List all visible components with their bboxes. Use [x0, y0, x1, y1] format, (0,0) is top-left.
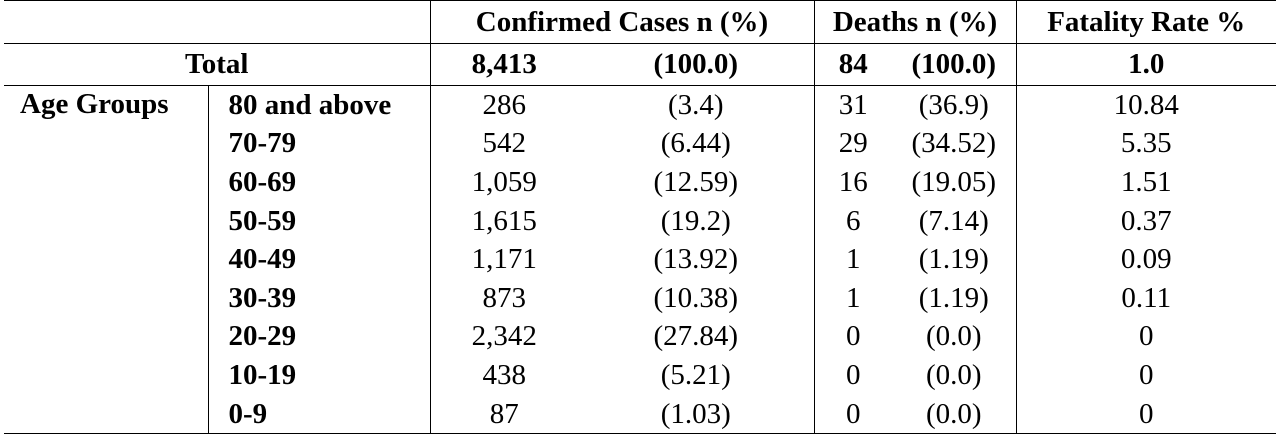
confirmed-pct-cell: (27.84) [578, 317, 815, 357]
confirmed-pct-cell: (13.92) [578, 240, 815, 279]
confirmed-n-cell: 87 [489, 397, 519, 430]
fatality-cell: 0 [1139, 320, 1154, 353]
table-row: 60-69 1,059 (12.59) 16 (19.05) 1.51 [4, 163, 1276, 202]
header-deaths: Deaths n (%) [814, 0, 1017, 44]
age-group-cell: 20-29 [208, 317, 431, 357]
total-deaths-n: 84 [838, 48, 868, 80]
confirmed-pct-cell: (10.38) [578, 278, 815, 318]
deaths-n-cell: 1 [846, 243, 861, 276]
table-row: 40-49 1,171 (13.92) 1 (1.19) 0.09 [4, 240, 1276, 279]
table-row: 20-29 2,342 (27.84) 0 (0.0) 0 [4, 317, 1276, 357]
fatality-cell: 0.11 [1121, 281, 1172, 314]
deaths-pct-cell: (19.05) [892, 163, 1017, 202]
covid-age-table: Confirmed Cases n (%) Deaths n (%) Fatal… [4, 0, 1276, 434]
deaths-n-cell: 6 [846, 204, 861, 237]
age-group-cell: 30-39 [208, 278, 431, 318]
header-empty-cell [4, 0, 431, 44]
table-row: 10-19 438 (5.21) 0 (0.0) 0 [4, 356, 1276, 395]
deaths-pct-cell: (34.52) [892, 124, 1017, 164]
header-row: Confirmed Cases n (%) Deaths n (%) Fatal… [4, 0, 1276, 44]
fatality-cell: 5.35 [1120, 127, 1172, 160]
deaths-n-cell: 0 [846, 358, 861, 391]
deaths-n-cell: 0 [846, 320, 861, 353]
deaths-n-cell: 29 [838, 127, 868, 160]
confirmed-n-cell: 1,171 [471, 243, 537, 276]
total-confirmed-pct: (100.0) [578, 43, 815, 86]
total-row: Total 8,413 (100.0) 84 (100.0) 1.0 [4, 43, 1276, 86]
age-group-cell: 50-59 [208, 201, 431, 241]
fatality-cell: 1.51 [1120, 165, 1172, 198]
table-row: 0-9 87 (1.03) 0 (0.0) 0 [4, 394, 1276, 434]
fatality-cell: 0.09 [1120, 243, 1172, 276]
fatality-cell: 0 [1139, 358, 1154, 391]
header-fatality: Fatality Rate % [1047, 5, 1246, 38]
confirmed-n-cell: 542 [482, 127, 527, 160]
age-group-cell: 80 and above [208, 85, 431, 125]
confirmed-pct-cell: (19.2) [578, 201, 815, 241]
confirmed-pct-cell: (1.03) [578, 394, 815, 434]
total-label: Total [4, 43, 431, 86]
confirmed-pct-cell: (12.59) [578, 163, 815, 202]
fatality-cell: 0 [1139, 397, 1154, 430]
age-group-cell: 60-69 [208, 163, 431, 202]
header-confirmed: Confirmed Cases n (%) [430, 0, 815, 44]
age-group-cell: 40-49 [208, 240, 431, 279]
confirmed-n-cell: 1,059 [471, 165, 537, 198]
age-group-cell: 0-9 [208, 394, 431, 434]
deaths-n-cell: 0 [846, 397, 861, 430]
table-row: 30-39 873 (10.38) 1 (1.19) 0.11 [4, 278, 1276, 318]
total-fatality: 1.0 [1128, 48, 1165, 80]
deaths-n-cell: 16 [838, 165, 868, 198]
table-row: 70-79 542 (6.44) 29 (34.52) 5.35 [4, 124, 1276, 164]
confirmed-n-cell: 1,615 [471, 204, 537, 237]
deaths-pct-cell: (1.19) [892, 240, 1017, 279]
deaths-pct-cell: (7.14) [892, 201, 1017, 241]
age-groups-label: Age Groups [4, 85, 209, 434]
table-row: 50-59 1,615 (19.2) 6 (7.14) 0.37 [4, 201, 1276, 241]
confirmed-n-cell: 286 [482, 88, 527, 121]
deaths-pct-cell: (0.0) [892, 394, 1017, 434]
deaths-pct-cell: (0.0) [892, 317, 1017, 357]
confirmed-pct-cell: (5.21) [578, 356, 815, 395]
age-group-cell: 10-19 [208, 356, 431, 395]
deaths-pct-cell: (0.0) [892, 356, 1017, 395]
confirmed-n-cell: 438 [482, 358, 527, 391]
total-confirmed-n: 8,413 [471, 48, 537, 80]
age-groups-body: Age Groups 80 and above 286 (3.4) 31 (36.9) 10… [4, 85, 1276, 434]
table-row: Age Groups 80 and above 286 (3.4) 31 (36.9) 10… [4, 85, 1276, 434]
total-deaths-pct: (100.0) [892, 43, 1017, 86]
confirmed-pct-cell: (3.4) [578, 85, 815, 125]
deaths-pct-cell: (1.19) [892, 278, 1017, 318]
confirmed-pct-cell: (6.44) [578, 124, 815, 164]
confirmed-n-cell: 2,342 [471, 320, 537, 353]
fatality-cell: 0.37 [1120, 204, 1172, 237]
deaths-pct-cell: (36.9) [892, 85, 1017, 125]
age-group-cell: 70-79 [208, 124, 431, 164]
deaths-n-cell: 31 [838, 88, 868, 121]
deaths-n-cell: 1 [846, 281, 861, 314]
fatality-cell: 10.84 [1113, 88, 1179, 121]
confirmed-n-cell: 873 [482, 281, 527, 314]
